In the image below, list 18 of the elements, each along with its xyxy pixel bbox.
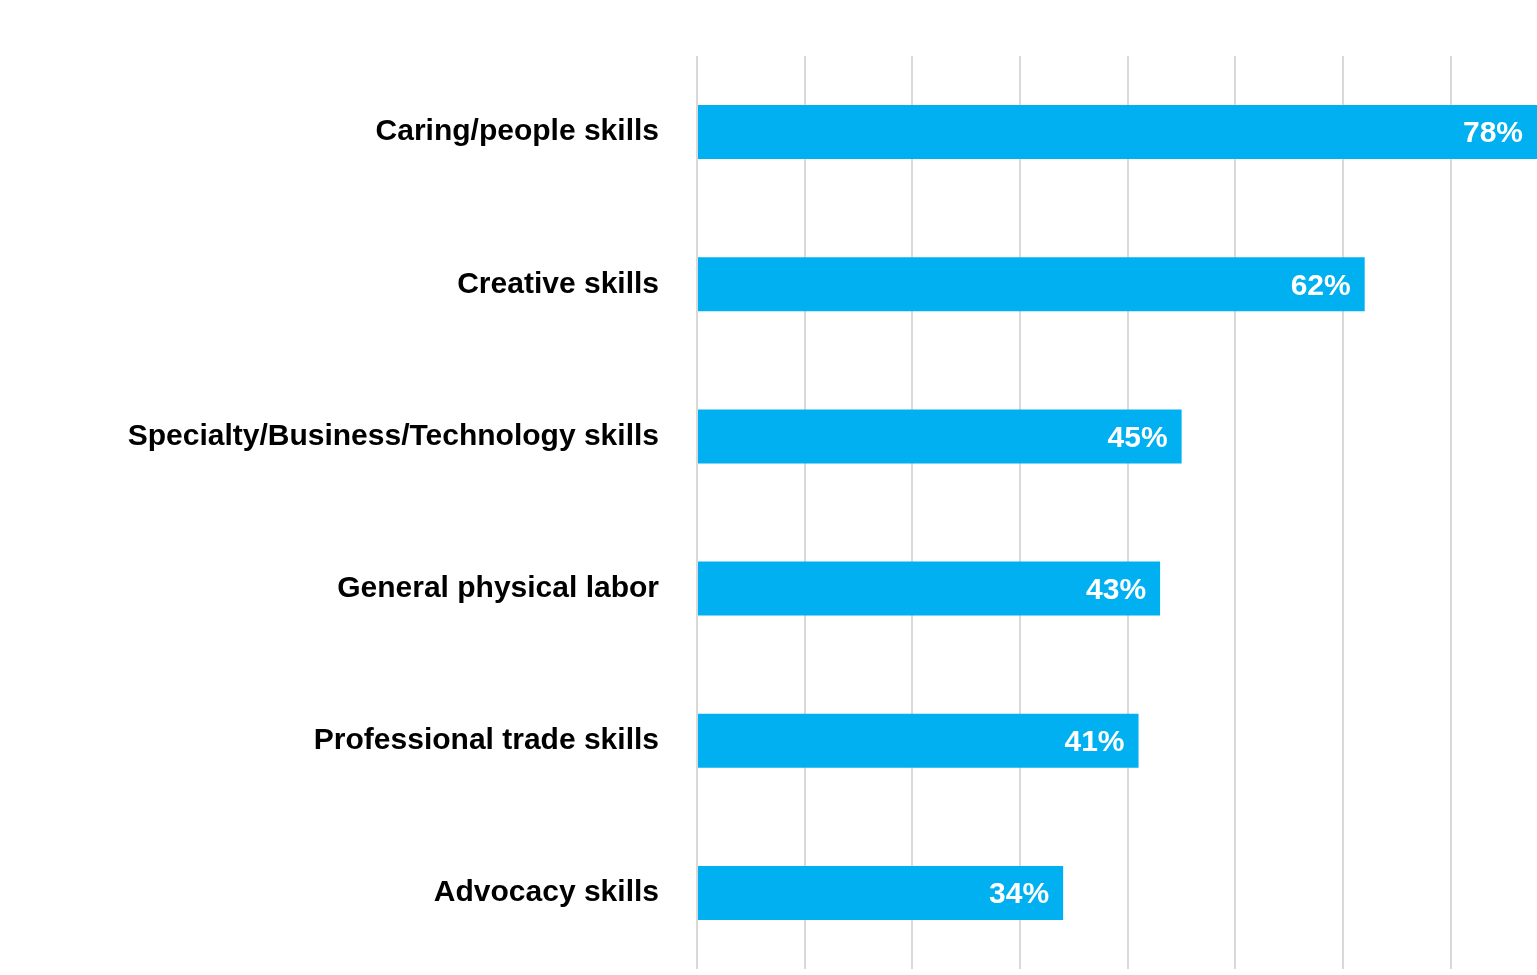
data-label: 34%: [989, 876, 1050, 910]
bar: [698, 561, 1161, 616]
data-label: 41%: [1064, 724, 1125, 758]
y-tick-label: Creative skills: [457, 265, 659, 299]
y-tick-label: General physical labor: [337, 569, 660, 603]
y-tick-label: Specialty/Business/Technology skills: [127, 417, 659, 451]
y-tick-label: Caring/people skills: [375, 113, 659, 147]
bar: [698, 105, 1537, 160]
bar: [698, 409, 1182, 464]
y-tick-label: Advocacy skills: [433, 874, 659, 908]
data-label: 45%: [1107, 419, 1168, 453]
bar: [698, 257, 1365, 312]
data-label: 78%: [1462, 115, 1523, 149]
bar: [698, 865, 1064, 920]
bar: [698, 713, 1139, 768]
data-label: 43%: [1086, 571, 1147, 605]
y-tick-label: Professional trade skills: [313, 722, 659, 756]
data-label: 62%: [1290, 267, 1351, 301]
